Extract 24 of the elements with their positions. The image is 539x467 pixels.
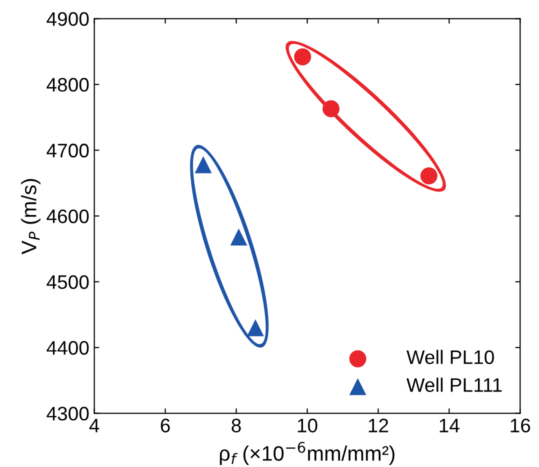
y-tick-label: 4800 <box>46 78 89 92</box>
x-tick-label: 14 <box>440 418 460 432</box>
y-axis-title: V$_{P}$ (m/s) <box>21 179 40 254</box>
legend-label: Well PL10 <box>406 350 494 364</box>
point <box>246 319 264 336</box>
x-tick-label: 16 <box>510 418 530 432</box>
x-tick-label: 8 <box>232 418 241 432</box>
point <box>230 228 248 246</box>
y-tick-label: 4300 <box>46 406 89 421</box>
legend-label: Well PL111 <box>406 378 502 392</box>
point <box>420 167 438 184</box>
y-tick-label: 4600 <box>46 209 89 224</box>
point <box>294 48 312 66</box>
point <box>194 156 212 174</box>
x-tick-label: 10 <box>298 418 318 432</box>
y-tick-label: 4500 <box>46 275 89 289</box>
x-tick-label: 6 <box>160 418 170 432</box>
point <box>322 100 340 118</box>
x-tick-label: 12 <box>368 418 388 432</box>
x-tick-label: 4 <box>89 418 100 432</box>
y-tick-label: 4400 <box>46 340 89 355</box>
y-tick-label: 4700 <box>46 144 89 158</box>
y-tick-label: 4900 <box>46 12 89 26</box>
x-axis-title: ρ$_{f}$ (×10$^{−6}$mm/mm²) <box>220 442 394 465</box>
